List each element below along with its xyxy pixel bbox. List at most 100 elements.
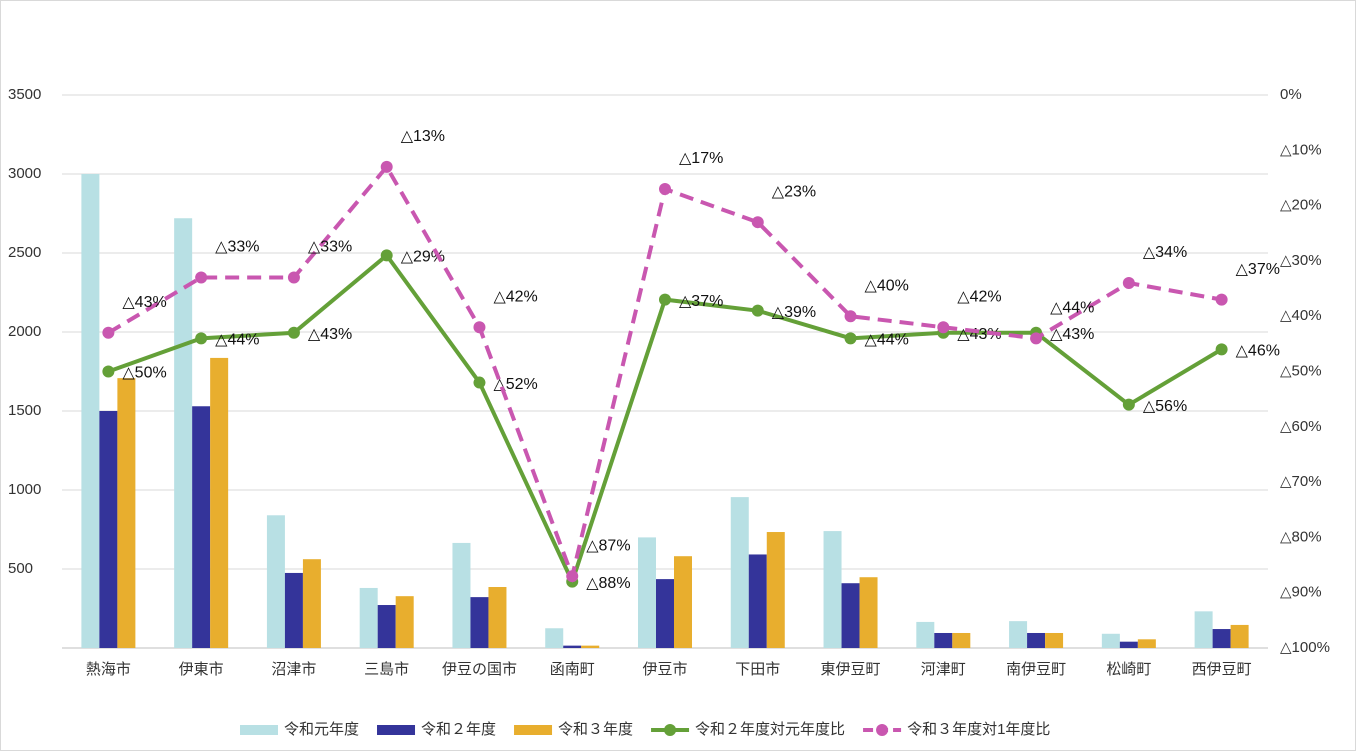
bar (302, 559, 321, 648)
line-marker (473, 321, 486, 334)
line-marker (380, 160, 393, 173)
line-marker (1215, 293, 1228, 306)
x-tick-label: 松崎町 (1106, 661, 1151, 678)
legend-swatch (514, 725, 553, 735)
bar (377, 605, 396, 648)
line-marker (195, 332, 208, 345)
x-tick-label: 沼津市 (271, 661, 316, 678)
data-label: △52% (493, 376, 537, 393)
line-marker (287, 271, 300, 284)
x-tick-label: 西伊豆町 (1192, 661, 1252, 678)
bar (581, 645, 600, 648)
bar (266, 515, 285, 648)
legend-marker (876, 724, 889, 736)
data-label: △23% (772, 183, 816, 200)
data-label: △43% (308, 326, 352, 343)
y2-tick-label: 0% (1280, 86, 1302, 103)
y2-tick-label: △40% (1280, 307, 1322, 324)
line-marker (751, 304, 764, 317)
x-tick-label: 熱海市 (86, 661, 131, 678)
legend-label: 令和２年度対元年度比 (695, 721, 845, 738)
bar (359, 587, 378, 648)
bar (1137, 639, 1156, 648)
data-label: △43% (1050, 326, 1094, 343)
data-label: △42% (493, 288, 537, 305)
bar (674, 556, 692, 648)
bar (748, 554, 767, 648)
x-tick-label: 東伊豆町 (821, 661, 881, 678)
y-tick-label: 500 (8, 560, 33, 577)
x-tick-label: 三島市 (364, 661, 409, 678)
y2-tick-label: △80% (1280, 528, 1322, 545)
line-marker (1030, 332, 1043, 345)
y2-tick-label: △50% (1280, 362, 1322, 379)
bar (117, 378, 136, 648)
y2-tick-label: △100% (1280, 639, 1330, 656)
bar (1119, 641, 1138, 648)
data-label: △29% (401, 249, 445, 266)
y2-tick-label: △10% (1280, 141, 1322, 158)
legend-label: 令和２年度 (421, 721, 496, 738)
y-tick-label: 2500 (8, 244, 41, 261)
data-label: △39% (772, 304, 816, 321)
data-label: △37% (679, 293, 723, 310)
line-marker (1122, 398, 1135, 411)
line-marker (937, 321, 950, 334)
bar (823, 531, 842, 648)
bar (952, 632, 971, 648)
bar (730, 497, 749, 648)
bar (284, 572, 303, 648)
y-tick-label: 1500 (8, 402, 41, 419)
y-tick-label: 2000 (8, 323, 41, 340)
bar (934, 632, 953, 648)
data-label: △56% (1143, 398, 1187, 415)
bar (766, 532, 785, 648)
bar (638, 537, 656, 648)
data-label: △44% (865, 332, 909, 349)
y2-tick-label: △60% (1280, 418, 1322, 435)
y2-tick-label: △20% (1280, 197, 1322, 214)
data-label: △88% (586, 575, 630, 592)
bar (545, 628, 564, 648)
data-label: △42% (957, 288, 1001, 305)
data-label: △33% (308, 239, 352, 256)
data-label: △44% (215, 332, 259, 349)
y2-tick-label: △70% (1280, 473, 1322, 490)
line-marker (659, 183, 671, 196)
x-tick-label: 函南町 (550, 661, 595, 678)
data-label: △50% (122, 365, 166, 382)
y-tick-label: 3500 (8, 86, 41, 103)
x-tick-label: 伊東市 (179, 661, 224, 678)
legend-marker (664, 724, 677, 736)
legend-swatch (240, 725, 278, 735)
data-label: △13% (401, 128, 445, 145)
line-marker (102, 365, 115, 378)
data-label: △37% (1236, 261, 1280, 278)
bar (1009, 621, 1028, 648)
line-marker (751, 216, 764, 229)
bar (916, 621, 935, 648)
data-label: △17% (679, 150, 723, 167)
bar (1045, 632, 1064, 648)
bar (841, 583, 860, 648)
x-tick-label: 伊豆市 (642, 661, 687, 678)
legend-label: 令和元年度 (284, 721, 359, 738)
bar (1230, 624, 1249, 648)
data-label: △87% (586, 537, 630, 554)
line-marker (287, 326, 300, 339)
bar (656, 579, 674, 648)
data-label: △46% (1236, 343, 1280, 360)
x-tick-label: 河津町 (921, 661, 966, 678)
y-tick-label: 1000 (8, 481, 41, 498)
line-marker (102, 326, 115, 339)
bar (470, 597, 489, 648)
data-label: △34% (1143, 244, 1187, 261)
bar (99, 411, 118, 648)
line-marker (659, 293, 671, 306)
line-marker (566, 570, 579, 583)
y-tick-label: 3000 (8, 165, 41, 182)
data-label: △43% (122, 294, 166, 311)
data-label: △33% (215, 239, 259, 256)
y2-tick-label: △30% (1280, 252, 1322, 269)
